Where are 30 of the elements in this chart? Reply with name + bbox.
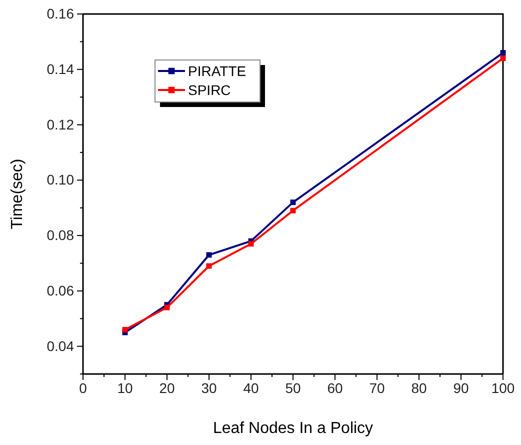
point (248, 241, 254, 247)
point (500, 56, 506, 62)
x-tick-label: 20 (159, 380, 175, 396)
y-tick-label: 0.06 (46, 282, 74, 298)
x-tick-label: 80 (411, 380, 427, 396)
y-tick-label: 0.04 (46, 338, 74, 354)
x-tick-label: 40 (243, 380, 259, 396)
legend-label: PIRATTE (188, 63, 246, 79)
point (500, 50, 506, 56)
y-tick-label: 0.10 (46, 172, 74, 188)
x-tick-label: 100 (491, 380, 515, 396)
legend-label: SPIRC (188, 82, 231, 98)
point (164, 304, 170, 310)
point (122, 326, 128, 332)
y-tick-label: 0.14 (46, 60, 74, 77)
y-tick-label: 0.08 (46, 227, 74, 244)
x-tick-label: 60 (327, 380, 343, 396)
y-tick-label: 0.16 (46, 5, 74, 22)
x-tick-label: 30 (201, 380, 217, 396)
point (290, 200, 296, 206)
x-axis-title: Leaf Nodes In a Policy (212, 420, 374, 437)
y-axis-title: Time(sec) (9, 158, 26, 230)
x-tick-label: 90 (453, 380, 469, 396)
x-tick-label: 70 (369, 380, 385, 396)
x-tick-label: 50 (285, 380, 301, 396)
point (290, 208, 296, 214)
y-tick-label: 0.12 (46, 116, 74, 132)
x-tick-label: 10 (117, 380, 133, 396)
point (206, 252, 212, 258)
x-tick-label: 0 (79, 380, 88, 396)
